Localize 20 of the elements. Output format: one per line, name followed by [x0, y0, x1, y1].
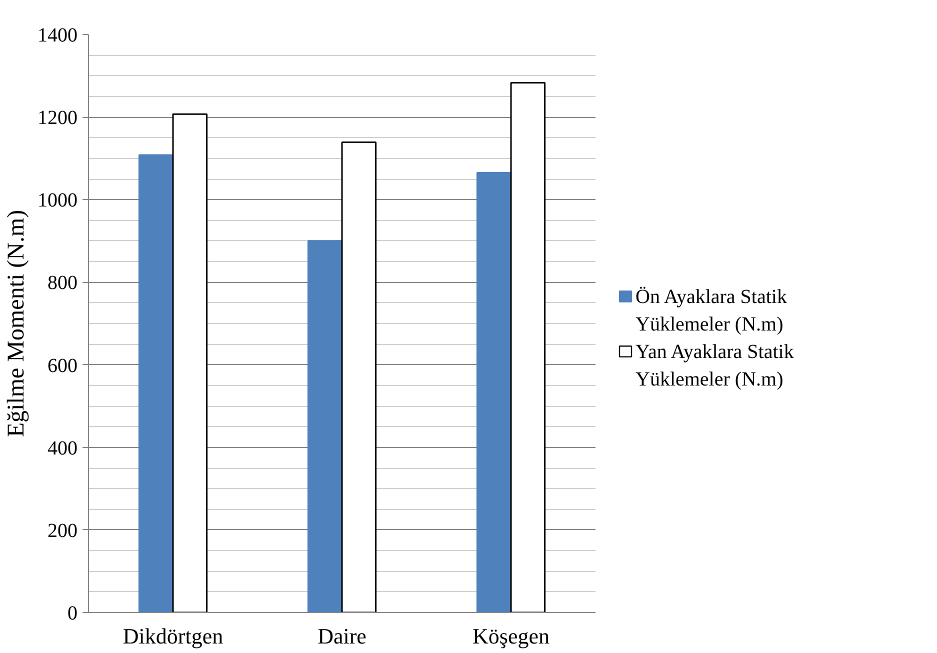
bar: [172, 113, 208, 612]
legend-label: Ön Ayaklara Statik Yüklemeler (N.m): [636, 286, 787, 336]
y-tick-label: 1400: [38, 24, 78, 46]
x-tick-label: Daire: [318, 624, 366, 648]
bar: [138, 154, 174, 612]
x-tick-label: Dikdörtgen: [122, 624, 224, 648]
y-tick-label: 1000: [38, 190, 78, 212]
bar: [476, 172, 512, 612]
y-tick-label: 1200: [38, 107, 78, 130]
y-tick-label: 200: [48, 520, 78, 542]
y-tick-label: 400: [48, 437, 78, 460]
bar: [510, 82, 546, 612]
x-tick-label: Köşegen: [472, 624, 550, 648]
legend-label: Yan Ayaklara Statik Yüklemeler (N.m): [636, 340, 794, 390]
bar: [341, 142, 377, 612]
y-tick-label: 600: [48, 354, 78, 377]
y-tick-label: 0: [68, 602, 78, 624]
bar: [307, 240, 343, 612]
y-tick-label: 800: [48, 272, 78, 294]
y-axis-title: Eğilme Momenti (N.m): [4, 210, 30, 438]
